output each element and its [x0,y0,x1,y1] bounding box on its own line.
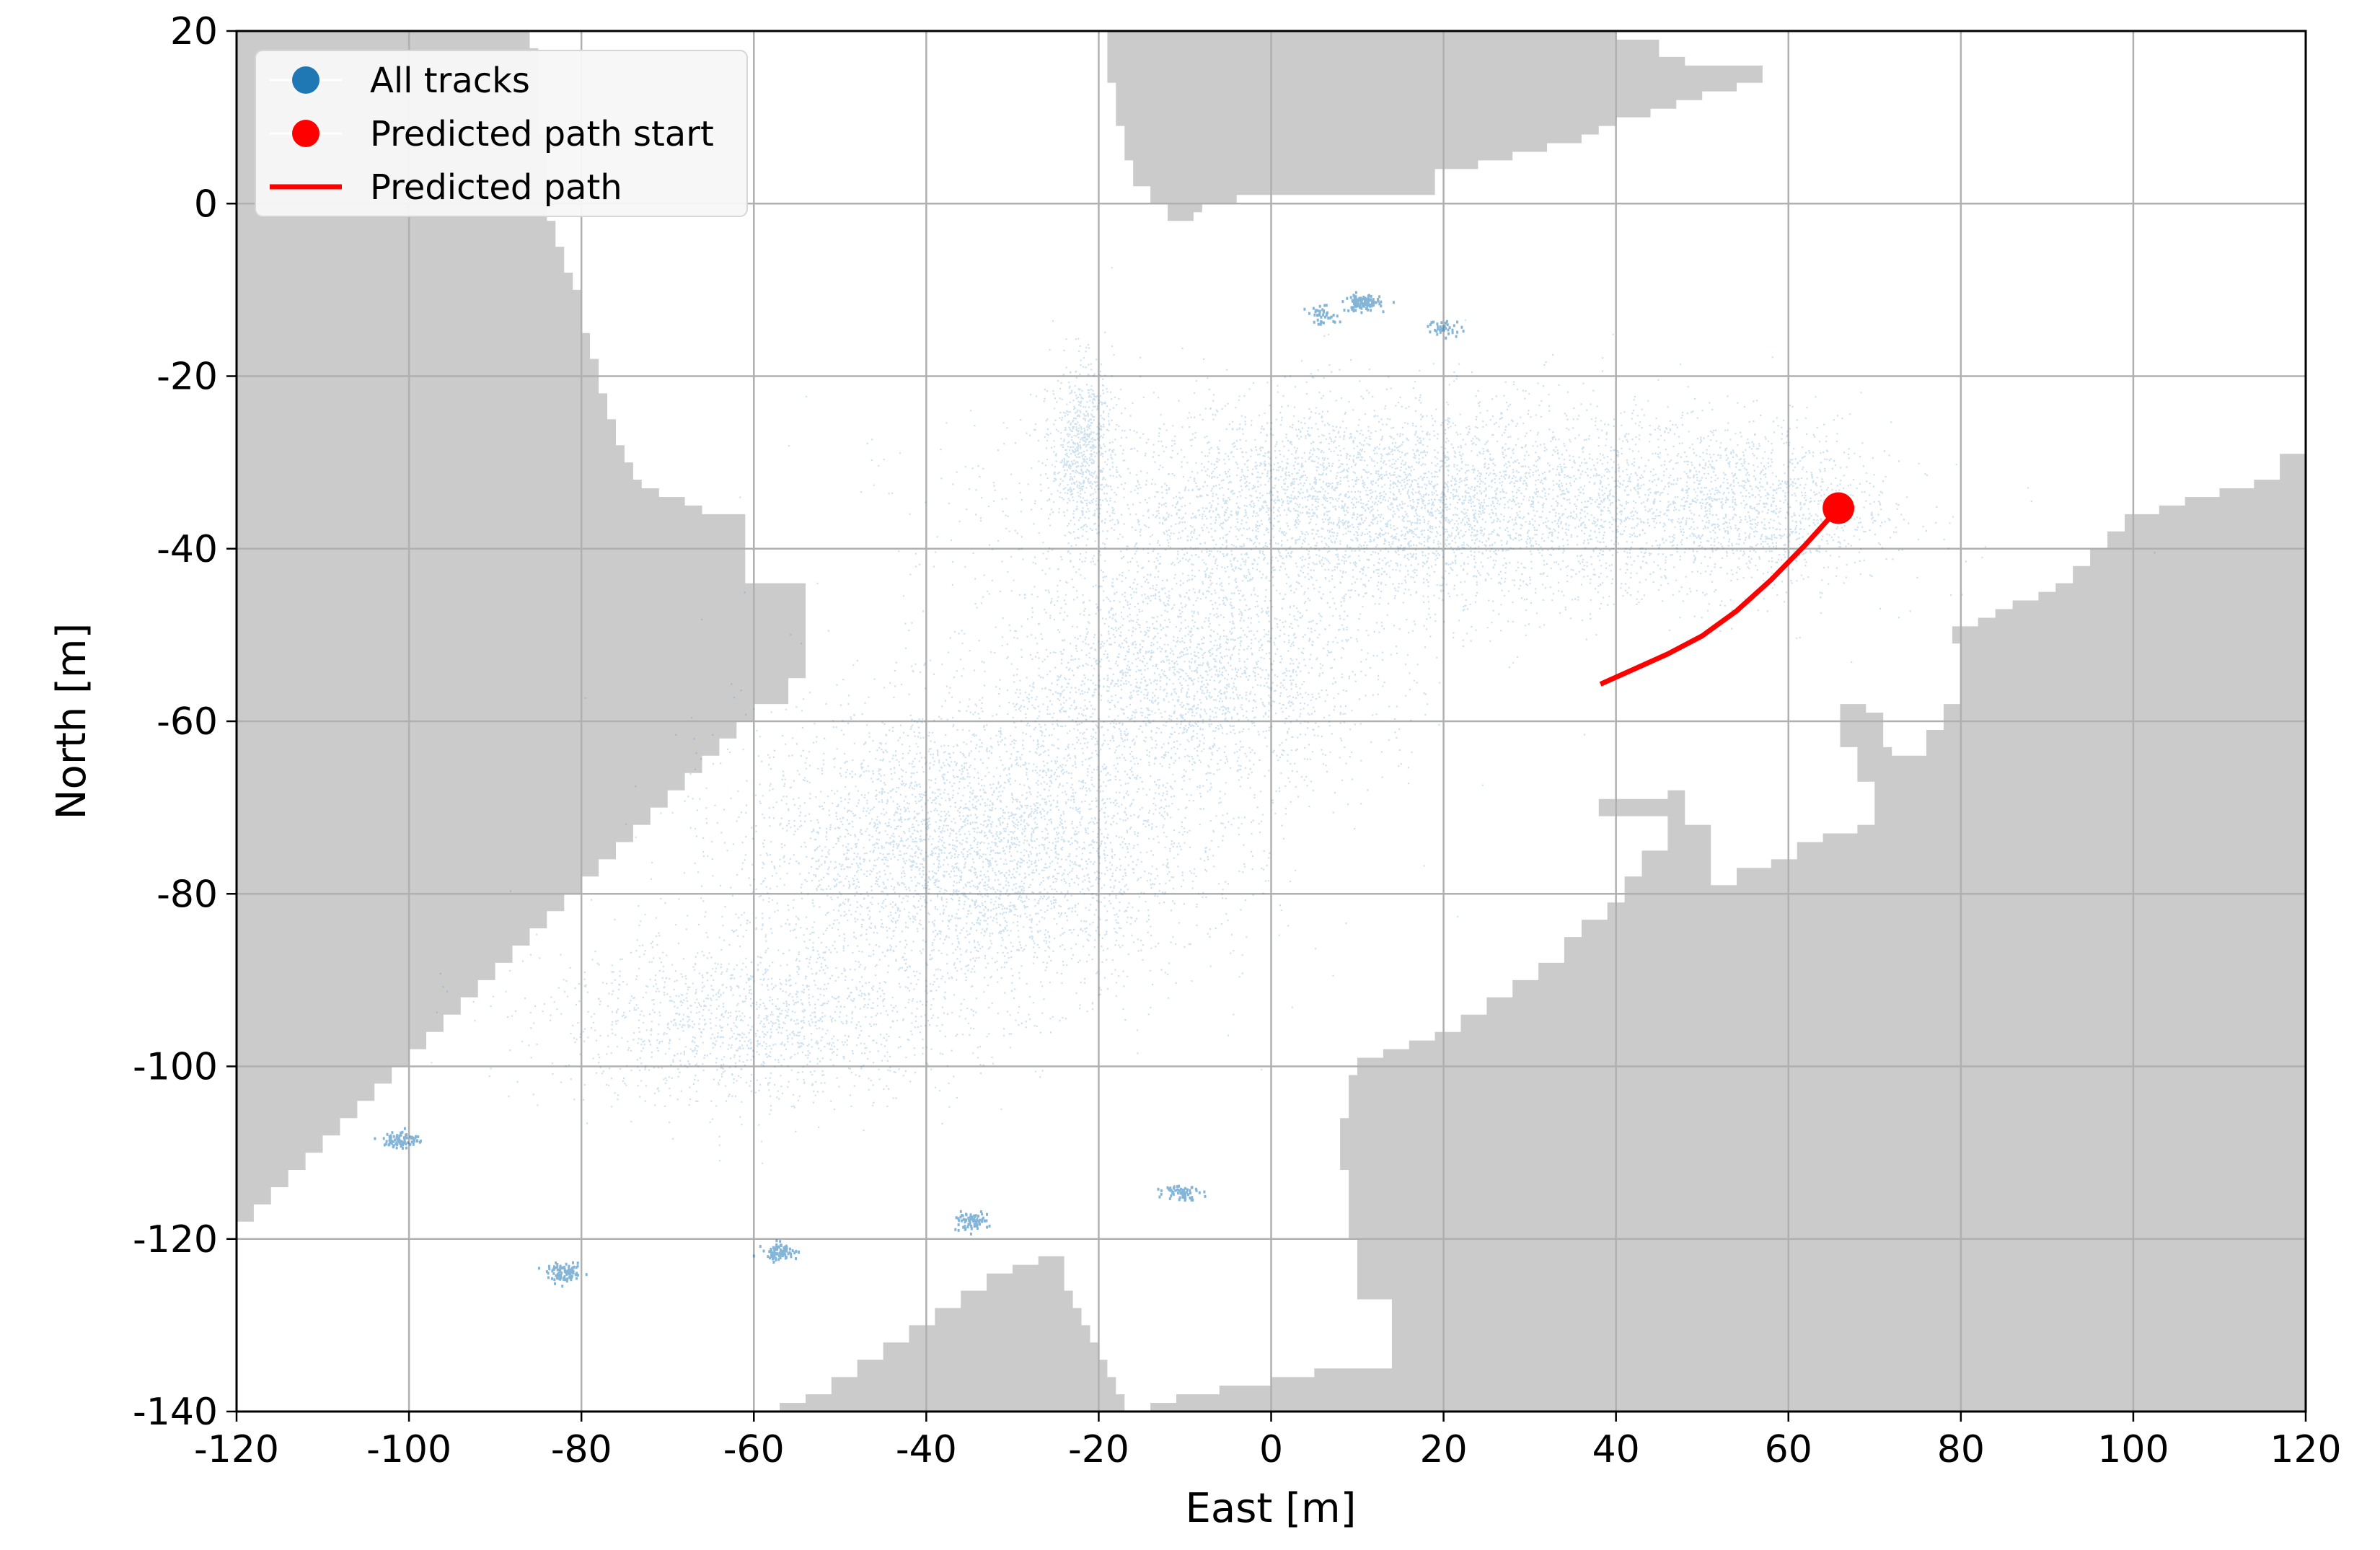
y-tick-label: -100 [133,1046,218,1089]
south-land [754,1256,1125,1412]
northwest-land [237,31,806,1222]
x-tick-label: -20 [1068,1428,1129,1471]
southeast-land [1150,445,2306,1412]
x-tick-label: 0 [1259,1428,1283,1471]
land-layer [237,31,2306,1412]
y-tick-label: -60 [157,700,218,744]
y-tick-label: -40 [157,528,218,571]
predicted-path-layer [1599,492,1855,687]
predicted-path-start [1823,492,1855,524]
tracks-scatter [374,267,2156,1288]
x-tick-label: -80 [551,1428,612,1471]
y-tick-label: -20 [157,356,218,399]
x-tick-label: -100 [366,1428,451,1471]
legend-tracks-marker [292,66,319,94]
predicted-path-line [1599,506,1841,687]
x-tick-label: 120 [2270,1428,2341,1471]
axis-ticks: -120 -100 -80 -60 -40 -20 0 20 40 60 80 100 120 20 0 -2… [133,10,2342,1471]
legend-tracks-label: All tracks [370,61,530,101]
y-tick-label: 20 [170,10,218,53]
y-tick-label: 0 [194,182,218,226]
y-tick-label: -120 [133,1218,218,1261]
legend-path-label: Predicted path [370,167,622,208]
x-tick-label: 100 [2097,1428,2169,1471]
y-tick-label: -140 [133,1391,218,1434]
legend-box [255,50,748,217]
legend-start-label: Predicted path start [370,114,714,154]
legend: All tracks Predicted path start Predicte… [255,50,748,217]
x-tick-label: -120 [194,1428,279,1471]
y-tick-label: -80 [157,873,218,916]
legend-start-marker [292,120,319,147]
x-tick-label: -40 [896,1428,957,1471]
x-tick-label: 40 [1592,1428,1640,1471]
x-tick-label: 60 [1765,1428,1812,1471]
x-tick-label: 80 [1937,1428,1985,1471]
x-axis-label: East [m] [1186,1485,1357,1532]
tracks-scatter-points [431,267,2156,1164]
tracks-dense-clusters [374,291,1465,1288]
x-tick-label: 20 [1419,1428,1467,1471]
y-axis-label: North [m] [48,623,95,820]
x-tick-label: -60 [723,1428,785,1471]
